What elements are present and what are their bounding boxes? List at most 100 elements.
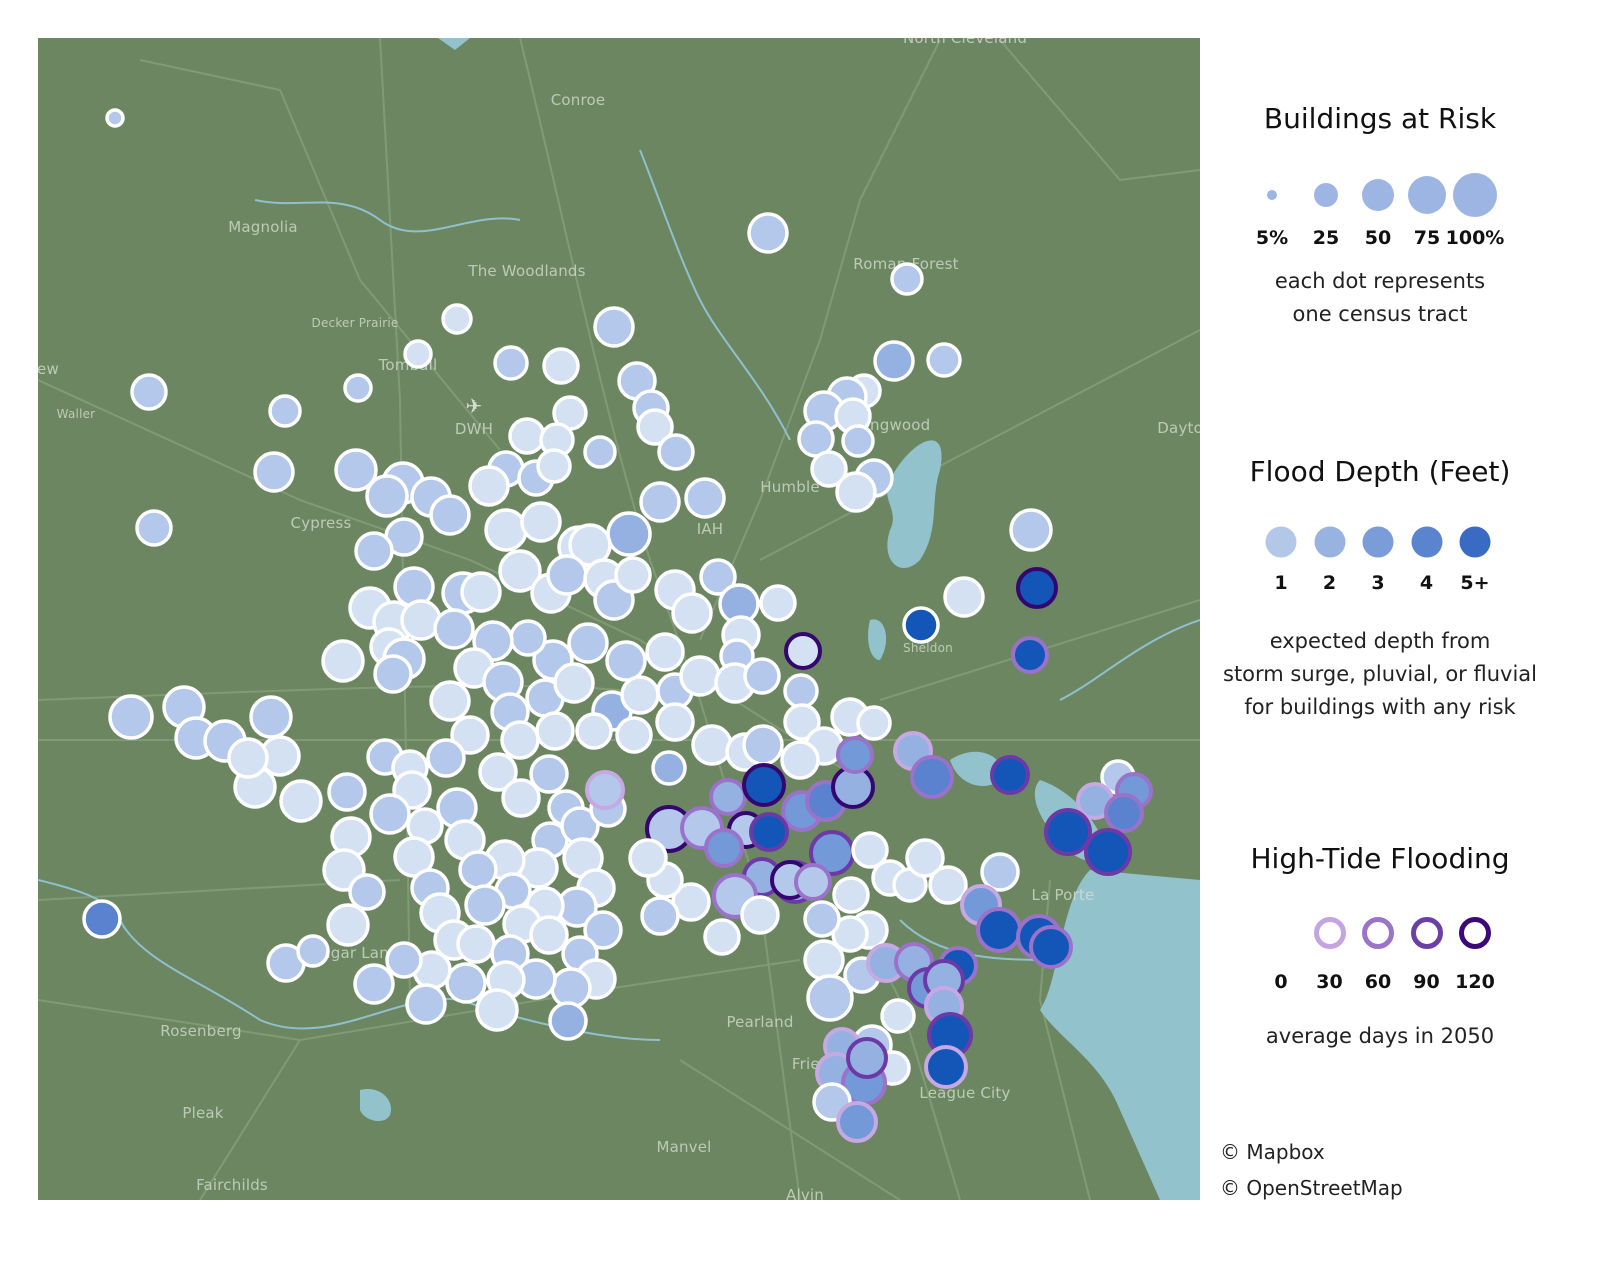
census-tract-dot[interactable] <box>803 900 841 938</box>
census-tract-dot[interactable] <box>742 724 784 766</box>
census-tract-dot[interactable] <box>373 654 413 694</box>
census-tract-dot[interactable] <box>640 896 680 936</box>
osm-attribution[interactable]: © OpenStreetMap <box>1220 1176 1403 1200</box>
census-tract-dot[interactable] <box>671 592 713 634</box>
census-tract-dot[interactable] <box>460 571 502 613</box>
census-tract-dot[interactable] <box>369 793 411 835</box>
census-tract-dot[interactable] <box>529 915 569 955</box>
census-tract-dot[interactable] <box>639 481 681 523</box>
census-tract-dot[interactable] <box>679 655 721 697</box>
census-tract-dot[interactable] <box>836 736 874 774</box>
census-tract-dot[interactable] <box>1084 828 1132 876</box>
census-tract-dot[interactable] <box>794 863 832 901</box>
census-tract-dot[interactable] <box>327 772 367 812</box>
census-tract-dot[interactable] <box>567 622 609 664</box>
census-tract-dot[interactable] <box>1016 567 1058 609</box>
census-tract-dot[interactable] <box>636 408 674 446</box>
census-tract-dot[interactable] <box>841 424 875 458</box>
census-tract-dot[interactable] <box>846 1037 888 1079</box>
census-tract-dot[interactable] <box>890 262 924 296</box>
census-tract-dot[interactable] <box>484 508 528 552</box>
census-tract-dot[interactable] <box>1009 508 1053 552</box>
census-tract-dot[interactable] <box>990 755 1030 795</box>
census-tract-dot[interactable] <box>780 740 820 780</box>
census-tract-dot[interactable] <box>353 963 395 1005</box>
mapbox-attribution[interactable]: © Mapbox <box>1220 1140 1325 1164</box>
census-tract-dot[interactable] <box>1029 925 1073 969</box>
census-tract-dot[interactable] <box>980 852 1020 892</box>
census-tract-dot[interactable] <box>268 394 302 428</box>
census-tract-dot[interactable] <box>433 608 475 650</box>
census-tract-dot[interactable] <box>553 662 595 704</box>
census-tract-dot[interactable] <box>691 724 733 766</box>
census-tract-dot[interactable] <box>130 373 168 411</box>
census-tract-dot[interactable] <box>873 340 915 382</box>
census-tract-dot[interactable] <box>703 918 741 956</box>
census-tract-dot[interactable] <box>464 884 506 926</box>
census-tract-dot[interactable] <box>704 828 744 868</box>
census-tract-dot[interactable] <box>645 632 685 672</box>
census-tract-dot[interactable] <box>500 720 540 760</box>
census-tract-dot[interactable] <box>803 939 845 981</box>
census-tract-dot[interactable] <box>135 509 173 547</box>
census-tract-dot[interactable] <box>343 373 373 403</box>
census-tract-dot[interactable] <box>605 640 647 682</box>
census-tract-dot[interactable] <box>108 694 154 740</box>
census-tract-dot[interactable] <box>354 531 394 571</box>
census-tract-dot[interactable] <box>655 702 695 742</box>
census-tract-dot[interactable] <box>835 471 877 513</box>
census-tract-dot[interactable] <box>747 212 789 254</box>
census-tract-dot[interactable] <box>82 899 122 939</box>
census-tract-dot[interactable] <box>880 998 916 1034</box>
census-tract-dot[interactable] <box>546 554 588 596</box>
census-tract-dot[interactable] <box>365 474 409 518</box>
census-tract-dot[interactable] <box>475 988 519 1032</box>
census-tract-dot[interactable] <box>902 606 940 644</box>
census-tract-dot[interactable] <box>536 448 572 484</box>
census-tract-dot[interactable] <box>759 584 797 622</box>
census-tract-dot[interactable] <box>740 895 780 935</box>
census-tract-dot[interactable] <box>429 494 471 536</box>
census-tract-dot[interactable] <box>743 657 781 695</box>
census-tract-dot[interactable] <box>385 941 423 979</box>
census-tract-dot[interactable] <box>583 910 623 950</box>
census-tract-dot[interactable] <box>699 558 737 596</box>
census-tract-dot[interactable] <box>529 754 569 794</box>
census-tract-dot[interactable] <box>403 339 433 369</box>
census-tract-dot[interactable] <box>684 477 726 519</box>
census-tract-dot[interactable] <box>227 737 269 779</box>
census-tract-dot[interactable] <box>593 306 635 348</box>
census-tract-dot[interactable] <box>742 763 786 807</box>
census-tract-dot[interactable] <box>348 873 386 911</box>
census-tract-dot[interactable] <box>851 831 889 869</box>
census-tract-dot[interactable] <box>321 639 365 683</box>
census-tract-dot[interactable] <box>508 417 546 455</box>
census-tract-dot[interactable] <box>468 465 510 507</box>
census-tract-dot[interactable] <box>458 850 498 890</box>
census-tract-dot[interactable] <box>620 675 660 715</box>
census-tract-dot[interactable] <box>783 673 819 709</box>
census-tract-dot[interactable] <box>429 680 471 722</box>
census-tract-dot[interactable] <box>426 738 466 778</box>
census-tract-dot[interactable] <box>520 501 562 543</box>
census-tract-dot[interactable] <box>910 755 954 799</box>
census-tract-dot[interactable] <box>832 876 870 914</box>
census-tract-dot[interactable] <box>249 695 293 739</box>
census-tract-dot[interactable] <box>501 778 541 818</box>
census-tract-dot[interactable] <box>928 865 968 905</box>
census-tract-dot[interactable] <box>253 451 295 493</box>
census-tract-dot[interactable] <box>585 770 625 810</box>
census-tract-dot[interactable] <box>575 712 613 750</box>
census-tract-dot[interactable] <box>943 576 985 618</box>
census-tract-dot[interactable] <box>749 812 789 852</box>
flood-risk-map[interactable]: North Cleveland Conroe Magnolia The Woodlan… <box>38 38 1200 1200</box>
census-tract-dot[interactable] <box>542 347 580 385</box>
census-tract-dot[interactable] <box>606 511 652 557</box>
census-tract-dot[interactable] <box>456 924 496 964</box>
census-tract-dot[interactable] <box>976 907 1022 953</box>
census-tract-dot[interactable] <box>806 974 854 1022</box>
census-tract-dot[interactable] <box>709 778 747 816</box>
census-tract-dot[interactable] <box>836 1101 878 1143</box>
census-tract-dot[interactable] <box>498 549 542 593</box>
census-tract-dot[interactable] <box>493 345 529 381</box>
